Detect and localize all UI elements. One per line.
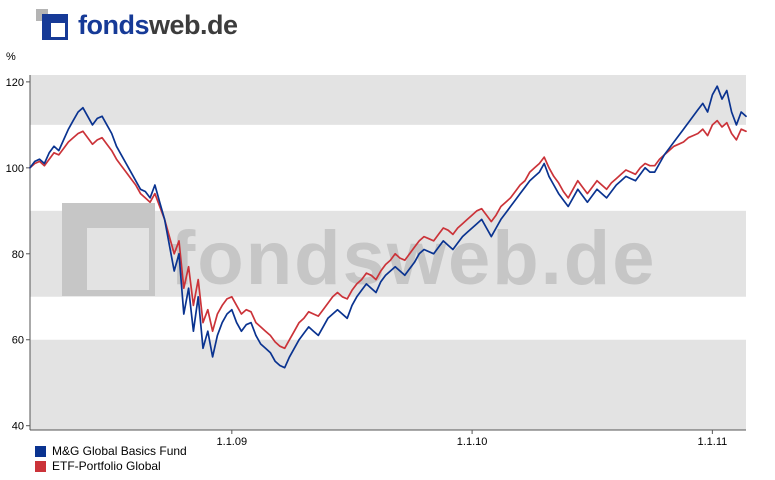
site-logo-text[interactable]: fondsweb.de [78, 9, 238, 40]
chart-series-lines [29, 85, 747, 369]
y-tick-label: 60 [12, 335, 24, 347]
logo-text-fonds: fonds [78, 9, 150, 40]
legend-label: M&G Global Basics Fund [52, 444, 187, 458]
legend-swatch [35, 460, 46, 472]
series-line [29, 119, 747, 350]
watermark: fondsweb.de [62, 203, 656, 301]
legend-swatch [35, 445, 46, 457]
y-tick-label: 120 [6, 77, 24, 89]
legend: M&G Global Basics Fund ETF-Portfolio Glo… [35, 445, 187, 472]
fondsweb-logo-icon[interactable] [36, 9, 70, 41]
x-tick-label: 1.1.10 [457, 436, 488, 448]
chart-axes: % [6, 51, 746, 431]
logo-inner-square [51, 23, 65, 37]
x-tick-label: 1.1.11 [697, 436, 727, 448]
gray-band [30, 75, 746, 125]
logo-text-webde: web.de [149, 9, 238, 40]
y-axis-unit-label: % [6, 51, 16, 63]
logo-blue-square [42, 14, 68, 40]
x-tick-label: 1.1.09 [217, 436, 248, 448]
legend-item: M&G Global Basics Fund [35, 445, 187, 457]
legend-item: ETF-Portfolio Global [35, 460, 187, 472]
site-header: fondsweb.de [36, 9, 238, 41]
legend-label: ETF-Portfolio Global [52, 459, 161, 473]
watermark-logo-inner-square [87, 228, 149, 290]
chart-background-bands [30, 75, 746, 430]
watermark-text: fondsweb.de [170, 216, 656, 301]
series-line [29, 85, 747, 369]
gray-band [30, 339, 746, 430]
y-tick-label: 40 [12, 421, 24, 433]
y-tick-label: 80 [12, 249, 24, 261]
y-tick-label: 100 [6, 163, 24, 175]
chart-axis-ticks: 40 60 80 100 120 1.1.09 1.1.10 1.1.11 [6, 77, 728, 448]
